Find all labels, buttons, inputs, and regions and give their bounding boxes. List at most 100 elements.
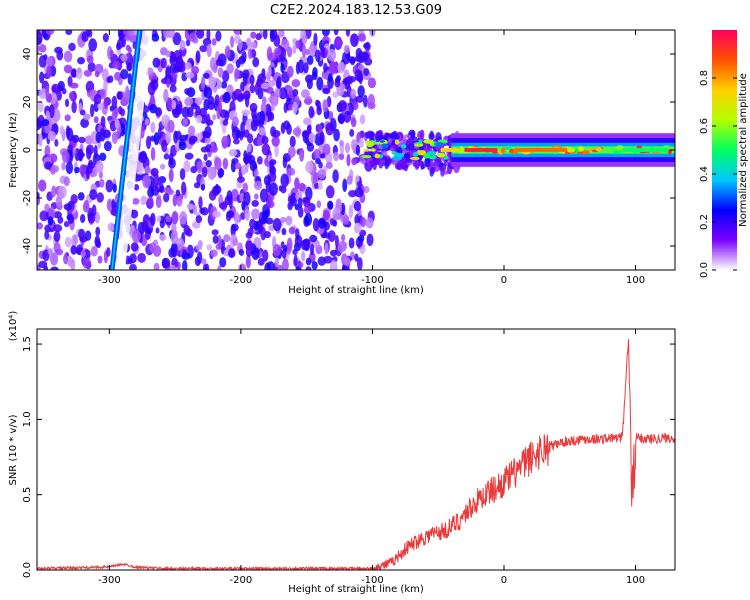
- noise-cell: [175, 189, 181, 197]
- noise-cell: [332, 169, 339, 183]
- noise-cell: [259, 110, 266, 124]
- noise-cell: [244, 208, 250, 221]
- top-x-tick-label: -200: [230, 275, 253, 286]
- noise-cell: [269, 182, 279, 196]
- noise-cell: [206, 43, 212, 58]
- noise-cell: [254, 81, 260, 96]
- noise-cell: [83, 113, 91, 121]
- noise-cell: [44, 145, 51, 158]
- noise-cell: [316, 76, 324, 91]
- noise-cell: [61, 150, 70, 163]
- noise-cell: [53, 230, 61, 243]
- colorbar-tick-label: 0.2: [699, 214, 710, 230]
- noise-cell: [350, 117, 357, 128]
- noise-cell: [241, 109, 251, 117]
- noise-cell: [329, 249, 337, 257]
- noise-cell: [100, 115, 106, 128]
- noise-cell: [332, 207, 341, 221]
- band-cell: [437, 139, 447, 143]
- noise-cell: [95, 226, 101, 237]
- noise-cell: [330, 61, 338, 75]
- noise-cell: [195, 50, 201, 64]
- band-cell: [613, 150, 623, 154]
- noise-cell: [236, 176, 245, 183]
- noise-cell: [247, 227, 254, 237]
- band-cell: [503, 146, 512, 150]
- band-cell: [497, 146, 502, 152]
- noise-cell: [71, 234, 79, 247]
- noise-cell: [198, 196, 203, 209]
- noise-cell: [37, 100, 44, 113]
- noise-cell: [366, 233, 374, 247]
- noise-cell: [44, 161, 53, 170]
- noise-cell: [69, 82, 79, 89]
- noise-cell: [63, 64, 73, 74]
- noise-cell: [64, 98, 70, 108]
- noise-cell: [333, 128, 340, 142]
- noise-cell: [343, 111, 351, 123]
- noise-cell: [195, 30, 205, 39]
- bottom-y-tick-label: 1.5: [22, 336, 33, 352]
- noise-cell: [106, 76, 111, 84]
- noise-cell: [86, 55, 94, 64]
- noise-cell: [192, 204, 198, 215]
- noise-cell: [147, 196, 154, 207]
- noise-cell: [169, 264, 177, 270]
- noise-cell: [222, 157, 229, 170]
- noise-cell: [280, 241, 285, 249]
- noise-cell: [238, 38, 243, 51]
- noise-cell: [274, 143, 279, 158]
- band-scatter: [446, 164, 453, 175]
- noise-cell: [152, 57, 161, 68]
- band-scatter: [453, 165, 459, 172]
- noise-cell: [318, 161, 323, 169]
- colorbar-gradient: [712, 30, 737, 270]
- noise-cell: [160, 57, 167, 69]
- noise-cell: [79, 164, 87, 176]
- noise-cell: [120, 69, 129, 80]
- noise-cell: [219, 257, 227, 268]
- band-cell: [577, 146, 585, 152]
- band-scatter: [405, 146, 411, 152]
- noise-cell: [223, 234, 231, 243]
- noise-cell: [53, 224, 63, 233]
- noise-cell: [103, 140, 112, 152]
- noise-cell: [221, 70, 230, 83]
- band-cell: [443, 156, 449, 160]
- noise-cell: [89, 103, 95, 118]
- noise-cell: [78, 136, 86, 144]
- noise-cell: [47, 248, 54, 255]
- noise-cell: [303, 98, 313, 105]
- noise-cell: [201, 166, 208, 178]
- noise-cell: [68, 42, 76, 52]
- noise-cell: [187, 87, 192, 95]
- noise-cell: [234, 162, 242, 170]
- noise-cell: [285, 215, 293, 226]
- noise-cell: [301, 43, 307, 58]
- noise-cell: [215, 30, 222, 42]
- noise-cell: [129, 263, 137, 270]
- noise-cell: [186, 203, 195, 210]
- noise-cell: [78, 228, 86, 240]
- noise-cell: [269, 159, 277, 166]
- noise-cell: [88, 159, 93, 167]
- noise-cell: [38, 44, 47, 53]
- noise-cell: [93, 116, 99, 124]
- noise-cell: [196, 251, 203, 264]
- noise-cell: [313, 32, 318, 46]
- noise-cell: [99, 127, 106, 142]
- noise-cell: [96, 192, 104, 203]
- noise-cell: [358, 138, 365, 149]
- noise-cell: [233, 88, 243, 101]
- noise-cell: [57, 185, 67, 199]
- noise-cell: [111, 110, 118, 122]
- noise-cell: [76, 56, 86, 65]
- noise-cell: [118, 105, 123, 115]
- colorbar-tick-label: 0.6: [699, 118, 710, 134]
- noise-cell: [37, 36, 43, 45]
- colorbar: 0.0 0.2 0.4 0.6 0.8 Normalized spectral ampl…: [699, 30, 749, 278]
- noise-cell: [199, 207, 205, 214]
- noise-cell: [47, 130, 57, 142]
- top-x-tick-label: 100: [626, 275, 645, 286]
- noise-cell: [362, 94, 368, 108]
